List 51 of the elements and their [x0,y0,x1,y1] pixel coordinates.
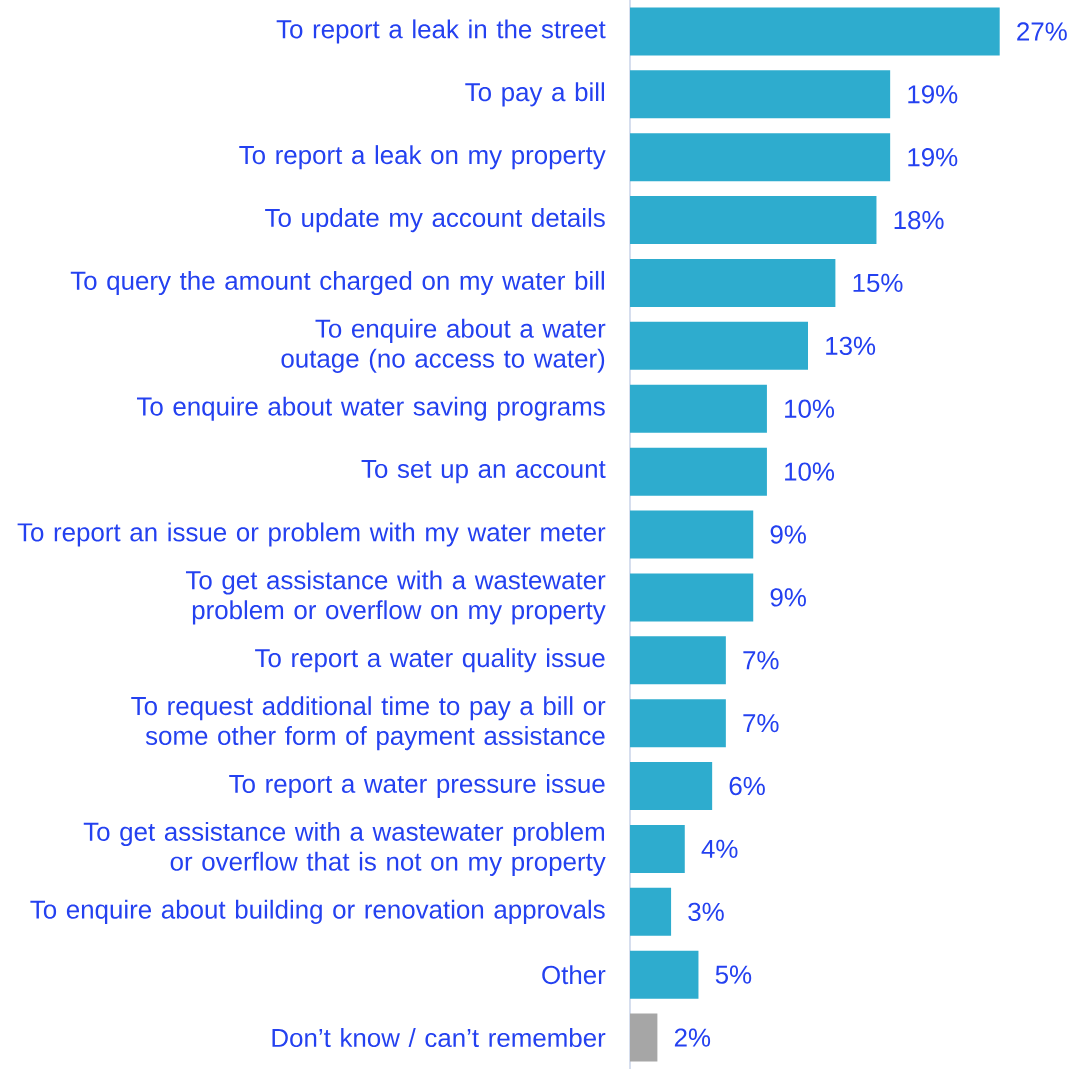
y-tick-label: To pay a bill [465,82,605,107]
y-tick-label: To enquire about a water outage (no access to water) [281,318,606,373]
y-tick-label: To report a water pressure issue [229,773,605,799]
bar [630,321,808,370]
data-label: 15% [853,273,903,293]
data-label: 5% [715,965,752,984]
data-label: 10% [785,399,835,418]
y-tick-label: To report a water quality issue [255,648,605,673]
bar [630,950,699,999]
y-tick-label: To report a leak in the street [276,19,606,44]
bar [630,636,726,685]
bar [630,447,767,496]
bar [630,762,713,811]
bar [630,824,685,873]
y-tick-label: To set up an account [361,460,606,484]
data-label: 7% [743,714,779,733]
data-label: 19% [908,148,958,167]
y-tick-label: To get assistance with a wastewater problem or overflow on my property [185,570,606,625]
y-tick-label: To update my account details [265,208,605,233]
data-label: 18% [894,210,944,230]
data-label: 9% [770,525,806,544]
bar [630,887,672,936]
bar [630,699,726,748]
bar [630,573,754,622]
data-label: 4% [701,839,738,858]
data-label: 19% [908,85,958,104]
bar [630,70,891,119]
data-label: 7% [743,651,779,670]
bar [630,196,877,245]
y-tick-label: To request additional time to pay a bill or some other form of payment assistance [131,696,606,751]
data-label: 13% [826,336,876,356]
y-tick-label: To enquire about building or renovation approvals [30,899,605,924]
y-tick-label: Don’t know / can’t remember [272,1028,606,1048]
y-tick-label: To query the amount charged on my water bill [70,270,604,296]
bar [630,7,1000,56]
bar [630,258,836,307]
data-label: 3% [688,902,724,921]
bar [630,133,891,182]
bar [630,510,754,559]
data-label: 27% [1017,22,1067,41]
y-tick-label: To get assistance with a wastewater problem or overflow that is not on my property [83,821,606,876]
bar [630,384,767,433]
data-label: 10% [785,462,835,481]
y-tick-label: To enquire about water saving programs [137,396,605,421]
bar [630,1013,658,1062]
y-tick-label: To report a leak on my property [239,145,606,170]
y-tick-label: Other [542,965,606,985]
data-label: 9% [770,588,806,607]
data-label: 2% [674,1028,711,1047]
y-tick-label: To report an issue or problem with my water meter [17,522,606,547]
data-label: 6% [729,776,765,796]
